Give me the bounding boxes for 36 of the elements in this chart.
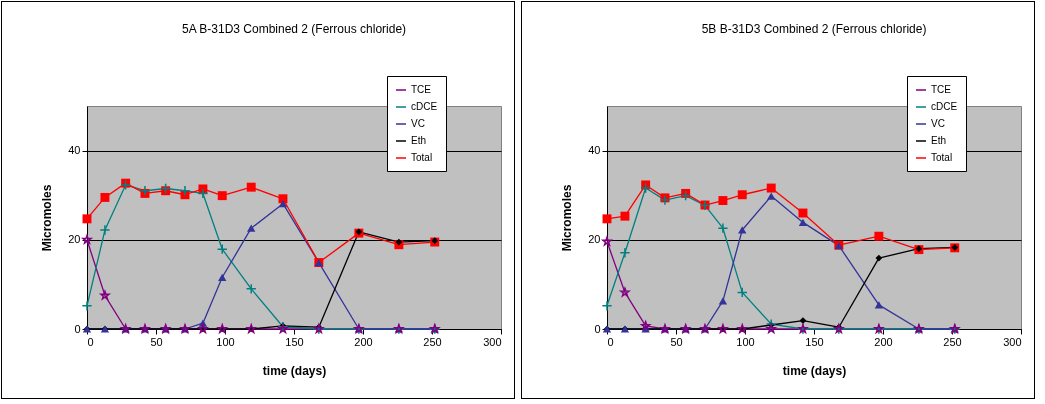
legend-label: Eth: [411, 135, 427, 146]
x-tick-label: 200: [354, 335, 373, 348]
legend-label: VC: [411, 118, 425, 129]
legend-label: Total: [931, 152, 953, 163]
x-tick-label: 250: [943, 335, 962, 348]
legend-label: Total: [411, 152, 433, 163]
legend-label: TCE: [931, 84, 952, 95]
chart-title: 5A B-31D3 Combined 2 (Ferrous chloride): [181, 21, 407, 36]
x-tick-label: 100: [216, 335, 235, 348]
y-tick-label: 40: [68, 144, 81, 157]
x-axis-title: time (days): [262, 363, 327, 378]
x-tick-label: 150: [805, 335, 824, 348]
x-tick-label: 50: [670, 335, 683, 348]
y-tick-label: 40: [588, 144, 601, 157]
x-tick-label: 50: [150, 335, 163, 348]
legend-label: VC: [931, 118, 945, 129]
y-tick-label: 20: [68, 233, 81, 246]
chart-title: 5B B-31D3 Combined 2 (Ferrous chloride): [701, 21, 927, 36]
x-tick-label: 100: [736, 335, 755, 348]
x-tick-label: 150: [285, 335, 304, 348]
legend-label: Eth: [931, 135, 947, 146]
x-axis-title: time (days): [782, 363, 847, 378]
legend-label: TCE: [411, 84, 432, 95]
x-tick-label: 0: [607, 335, 614, 348]
y-tick-label: 20: [588, 233, 601, 246]
x-tick-label: 200: [874, 335, 893, 348]
legend-label: cDCE: [411, 101, 438, 112]
legend-label: cDCE: [931, 101, 958, 112]
x-tick-label: 0: [87, 335, 94, 348]
x-tick-label: 300: [1003, 335, 1022, 348]
y-axis-title: Micromoles: [40, 184, 55, 252]
y-axis-title: Micromoles: [560, 184, 575, 252]
x-tick-label: 300: [483, 335, 502, 348]
y-tick-label: 0: [74, 322, 81, 335]
y-tick-label: 0: [594, 322, 601, 335]
x-tick-label: 250: [423, 335, 442, 348]
